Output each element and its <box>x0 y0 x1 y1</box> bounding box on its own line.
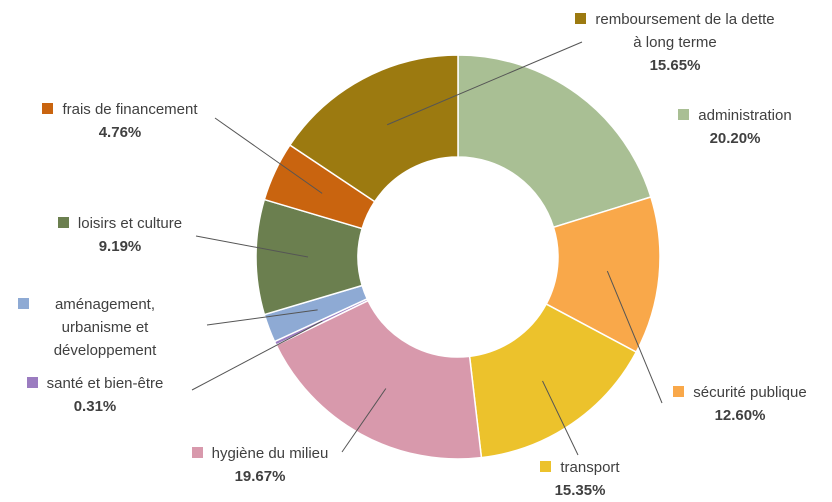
donut-slice <box>468 303 638 459</box>
slice-name: frais de financement <box>62 101 198 118</box>
leader-line <box>191 320 323 391</box>
slice-label: remboursement de la dette à long terme 15… <box>575 8 775 77</box>
slice-value: 19.67% <box>234 468 286 485</box>
legend-swatch <box>57 217 69 228</box>
legend-swatch <box>575 13 587 24</box>
slice-label: sécurité publique 12.60% <box>660 381 820 427</box>
slice-label: frais de financement 4.76% <box>20 98 220 144</box>
slice-value: 0.31% <box>73 398 117 415</box>
slice-label: transport 15.35% <box>520 456 640 502</box>
slice-label: santé et bien-être 0.31% <box>10 372 180 418</box>
slice-name: santé et bien-être <box>46 375 164 392</box>
legend-swatch <box>18 298 29 309</box>
slice-name: transport <box>560 459 620 476</box>
leader-line <box>386 41 583 126</box>
leader-line <box>214 117 323 194</box>
leader-line <box>542 380 579 456</box>
donut-slice <box>457 54 652 229</box>
leader-line <box>341 388 387 453</box>
slice-value: 4.76% <box>98 124 142 141</box>
slice-value: 15.35% <box>554 482 606 499</box>
slice-label: aménagement, urbanisme et développement <box>30 293 180 362</box>
legend-swatch <box>540 461 552 472</box>
slice-value: 12.60% <box>714 407 766 424</box>
leader-line <box>195 235 309 258</box>
legend-swatch <box>673 386 685 397</box>
slice-label: administration 20.20% <box>650 104 820 150</box>
legend-swatch <box>678 109 690 120</box>
slice-name: hygiène du milieu <box>211 445 329 462</box>
slice-label: hygiène du milieu 19.67% <box>170 442 350 488</box>
slice-name: aménagement, urbanisme et développement <box>53 296 157 359</box>
legend-swatch <box>42 103 54 114</box>
donut-slice <box>275 299 483 460</box>
leader-line <box>206 309 318 326</box>
donut-slice <box>288 54 459 203</box>
legend-swatch <box>26 377 38 388</box>
leader-line <box>606 270 663 404</box>
slice-name: sécurité publique <box>693 384 807 401</box>
slice-name: administration <box>698 107 792 124</box>
slice-name: loisirs et culture <box>77 215 183 232</box>
slice-value: 9.19% <box>98 238 142 255</box>
slice-value: 20.20% <box>709 130 761 147</box>
slice-name: remboursement de la dette à long terme <box>595 11 775 51</box>
slice-label: loisirs et culture 9.19% <box>30 212 210 258</box>
slice-value: 15.65% <box>649 57 701 74</box>
legend-swatch <box>191 447 203 458</box>
